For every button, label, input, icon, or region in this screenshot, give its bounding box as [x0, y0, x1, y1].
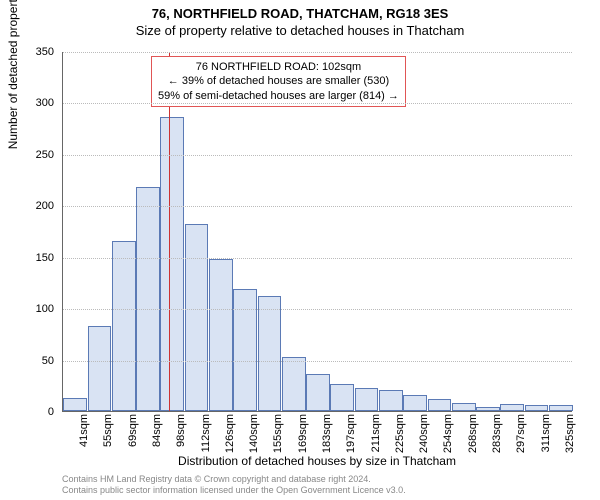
- annotation-line-3: 59% of semi-detached houses are larger (…: [158, 89, 399, 103]
- y-tick-labels: 050100150200250300350: [0, 52, 58, 412]
- annotation-box: 76 NORTHFIELD ROAD: 102sqm ← 39% of deta…: [151, 56, 406, 107]
- bar: [160, 117, 184, 411]
- bar: [476, 407, 500, 411]
- bar: [112, 241, 136, 411]
- bar: [282, 357, 306, 412]
- x-tick-label: 297sqm: [515, 414, 527, 453]
- bar: [306, 374, 330, 411]
- footnote-line-1: Contains HM Land Registry data © Crown c…: [62, 474, 572, 485]
- y-tick-label: 50: [42, 355, 54, 367]
- gridline: [63, 52, 572, 53]
- gridline: [63, 103, 572, 104]
- x-tick-label: 283sqm: [491, 414, 503, 453]
- annotation-line-2: ← 39% of detached houses are smaller (53…: [158, 74, 399, 88]
- x-tick-label: 112sqm: [200, 414, 212, 452]
- bar: [233, 289, 257, 411]
- y-tick-label: 200: [36, 200, 54, 212]
- footnote-line-2: Contains public sector information licen…: [62, 485, 572, 496]
- x-tick-label: 311sqm: [540, 414, 552, 452]
- property-size-chart: 76, NORTHFIELD ROAD, THATCHAM, RG18 3ES …: [0, 0, 600, 500]
- x-tick-label: 140sqm: [248, 414, 260, 453]
- x-tick-label: 254sqm: [442, 414, 454, 453]
- y-tick-label: 150: [36, 252, 54, 264]
- bar: [355, 388, 379, 411]
- gridline: [63, 361, 572, 362]
- y-tick-label: 0: [48, 406, 54, 418]
- footnote: Contains HM Land Registry data © Crown c…: [62, 474, 572, 496]
- x-axis-label: Distribution of detached houses by size …: [62, 454, 572, 468]
- x-tick-label: 84sqm: [151, 414, 163, 447]
- bar: [63, 398, 87, 411]
- chart-title-sub: Size of property relative to detached ho…: [0, 21, 600, 38]
- y-tick-label: 100: [36, 303, 54, 315]
- bar: [330, 384, 354, 411]
- bar: [500, 404, 524, 411]
- x-tick-label: 155sqm: [272, 414, 284, 453]
- x-tick-label: 169sqm: [297, 414, 309, 453]
- x-tick-label: 183sqm: [321, 414, 333, 453]
- gridline: [63, 155, 572, 156]
- y-tick-label: 300: [36, 97, 54, 109]
- bar: [88, 326, 112, 411]
- bar: [379, 390, 403, 411]
- bar: [403, 395, 427, 411]
- bar: [452, 403, 476, 411]
- x-tick-label: 98sqm: [175, 414, 187, 447]
- x-tick-label: 325sqm: [564, 414, 576, 453]
- gridline: [63, 206, 572, 207]
- x-tick-label: 126sqm: [224, 414, 236, 453]
- y-tick-label: 350: [36, 46, 54, 58]
- bar: [258, 296, 282, 411]
- x-tick-label: 69sqm: [127, 414, 139, 447]
- annotation-line-1: 76 NORTHFIELD ROAD: 102sqm: [158, 60, 399, 74]
- x-tick-label: 268sqm: [467, 414, 479, 453]
- x-tick-label: 41sqm: [78, 414, 90, 447]
- x-tick-label: 211sqm: [370, 414, 382, 452]
- y-tick-label: 250: [36, 149, 54, 161]
- x-tick-label: 240sqm: [418, 414, 430, 453]
- gridline: [63, 258, 572, 259]
- bar: [428, 399, 452, 411]
- x-tick-label: 225sqm: [394, 414, 406, 453]
- bar: [209, 259, 233, 411]
- bar: [185, 224, 209, 411]
- bar: [549, 405, 573, 411]
- x-tick-label: 55sqm: [102, 414, 114, 447]
- plot-area: 76 NORTHFIELD ROAD: 102sqm ← 39% of deta…: [62, 52, 572, 412]
- bar: [136, 187, 160, 411]
- x-tick-label: 197sqm: [345, 414, 357, 453]
- gridline: [63, 309, 572, 310]
- bar: [525, 405, 549, 411]
- chart-title-main: 76, NORTHFIELD ROAD, THATCHAM, RG18 3ES: [0, 0, 600, 21]
